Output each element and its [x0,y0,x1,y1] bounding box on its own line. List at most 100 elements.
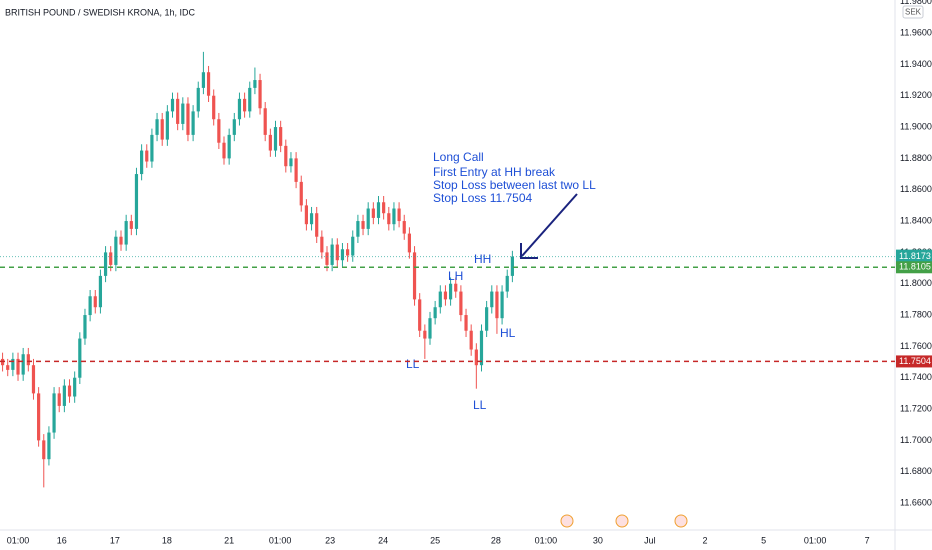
candle-body [418,299,422,331]
candle-body [423,330,427,339]
annotation: Long Call [433,150,484,164]
candle-body [299,181,303,206]
candle-body [47,432,51,460]
candle-body [273,127,278,151]
x-tick-label: 2 [702,535,707,545]
y-tick-label: 11.9400 [900,59,932,69]
x-tick-label: 21 [224,535,234,545]
candle-body [67,385,72,397]
candle-body [309,213,314,225]
candle-body [62,385,66,406]
candle-body [145,150,149,162]
candle-body [160,119,164,140]
candle-body [31,365,36,394]
candle-body [366,208,370,229]
candle-body [11,358,15,370]
candle-body [448,283,453,300]
x-tick-label: 25 [430,535,440,545]
candle-body [119,236,123,245]
candle-body [52,393,56,433]
candle-body [243,98,247,112]
candle-body [129,221,133,229]
y-tick-label: 11.9000 [900,121,932,131]
candle-body [222,142,226,159]
candle-body [176,98,180,124]
x-tick-label: 01:00 [535,535,558,545]
candle-body [387,213,391,225]
pivot-label: HL [500,326,516,340]
candle-body [212,95,216,120]
pivot-label: LL [406,357,420,371]
candle-body [124,221,128,245]
candle-body [181,103,185,124]
candle-body [258,80,262,109]
candle-body [510,256,514,276]
x-tick-label: 7 [865,535,870,545]
candle-body [186,103,190,135]
currency: SEK [905,8,922,17]
x-tick-label: Jul [644,535,656,545]
candle-body [155,119,159,135]
candle-body [83,315,87,339]
pivot-label: LH [448,269,463,283]
candle-body [227,134,231,159]
candle-body [382,202,386,214]
candle-body [376,202,381,218]
candle-body [268,134,272,151]
annotation: First Entry at HH break [433,165,556,179]
candle-body [201,72,206,88]
x-tick-label: 23 [325,535,335,545]
candle-body [361,221,365,229]
y-tick-label: 11.8600 [900,184,932,194]
candle-body [454,283,458,292]
candle-body [325,252,329,265]
candle-body [6,365,10,370]
y-tick-label: 11.7800 [900,309,932,319]
candle-body [500,291,504,319]
y-tick-label: 11.9200 [900,90,932,100]
pivot-label: LL [473,398,487,412]
candle-body [428,318,432,339]
y-tick-label: 11.7600 [900,341,932,351]
price-label: 11.8173 [899,251,931,261]
candle-body [191,111,195,135]
candle-body [37,393,41,441]
x-tick-label: 01:00 [7,535,30,545]
candle-body [464,315,468,331]
currency-box [902,5,924,19]
candle-body [134,174,139,229]
candle-body [78,338,82,378]
y-tick-label: 11.8400 [900,215,932,225]
price-label-box [896,261,932,274]
candle-body [433,307,437,319]
y-tick-label: 11.6600 [900,497,932,507]
candle-body [320,236,324,253]
candle-body [165,111,169,140]
annotation: Stop Loss 11.7504 [433,191,533,205]
candle-body [505,275,509,292]
candle-body [196,87,200,112]
pivot-label: HH [474,252,491,266]
x-tick-label: 18 [162,535,172,545]
candle-body [26,354,30,366]
candle-body [42,440,46,460]
x-tick-label: 24 [378,535,388,545]
candle-body [16,358,20,375]
y-tick-label: 11.6800 [900,466,932,476]
candle-body [392,208,396,225]
y-tick-label: 11.8800 [900,153,932,163]
candle-body [140,150,144,175]
candle-body [469,330,473,350]
candle-body [294,158,298,182]
x-tick-label: 5 [761,535,766,545]
candle-body [479,330,484,366]
y-tick-label: 11.7000 [900,435,932,445]
candle-body [397,208,401,222]
candle-body [459,291,463,316]
x-tick-label: 28 [491,535,501,545]
candle-body [206,72,211,96]
candle-body [330,244,334,265]
x-tick-label: 17 [110,535,120,545]
price-label: 11.7504 [899,356,931,366]
